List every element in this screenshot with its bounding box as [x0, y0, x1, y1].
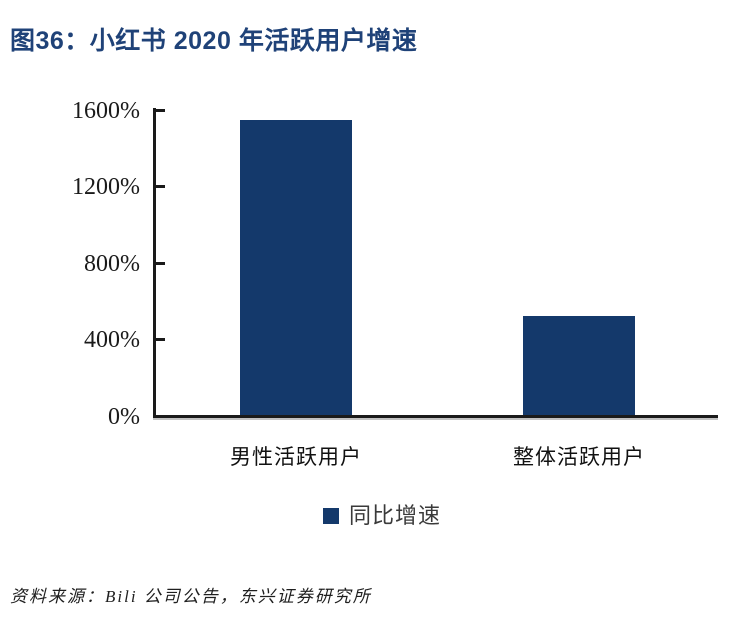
x-axis-label-male-active-users: 男性活跃用户 — [230, 445, 362, 469]
y-axis-tick-mark — [156, 262, 165, 265]
y-axis-tick-label-400: 400% — [84, 327, 140, 353]
source-note: 资料来源：Bili 公司公告，东兴证券研究所 — [10, 587, 372, 606]
y-axis-line — [153, 108, 156, 418]
x-axis-line — [153, 415, 718, 418]
y-axis-tick-label-1200: 1200% — [72, 174, 140, 200]
legend-label: 同比增速 — [349, 503, 442, 528]
x-axis-label-overall-active-users: 整体活跃用户 — [513, 445, 645, 469]
bar-overall-active-users — [523, 315, 635, 415]
y-axis-tick-label-800: 800% — [84, 251, 140, 277]
figure-title: 图36：小红书 2020 年活跃用户增速 — [10, 27, 418, 55]
legend-swatch-icon — [323, 508, 339, 524]
bar-male-active-users — [240, 119, 352, 415]
legend: 同比增速 — [323, 504, 441, 528]
y-axis-tick-mark — [156, 185, 165, 188]
y-axis-tick-label-1600: 1600% — [72, 98, 140, 124]
plot-area — [155, 110, 718, 415]
y-axis-tick-mark — [156, 338, 165, 341]
y-axis-tick-label-0: 0% — [108, 404, 140, 430]
y-axis-tick-mark — [156, 109, 165, 112]
